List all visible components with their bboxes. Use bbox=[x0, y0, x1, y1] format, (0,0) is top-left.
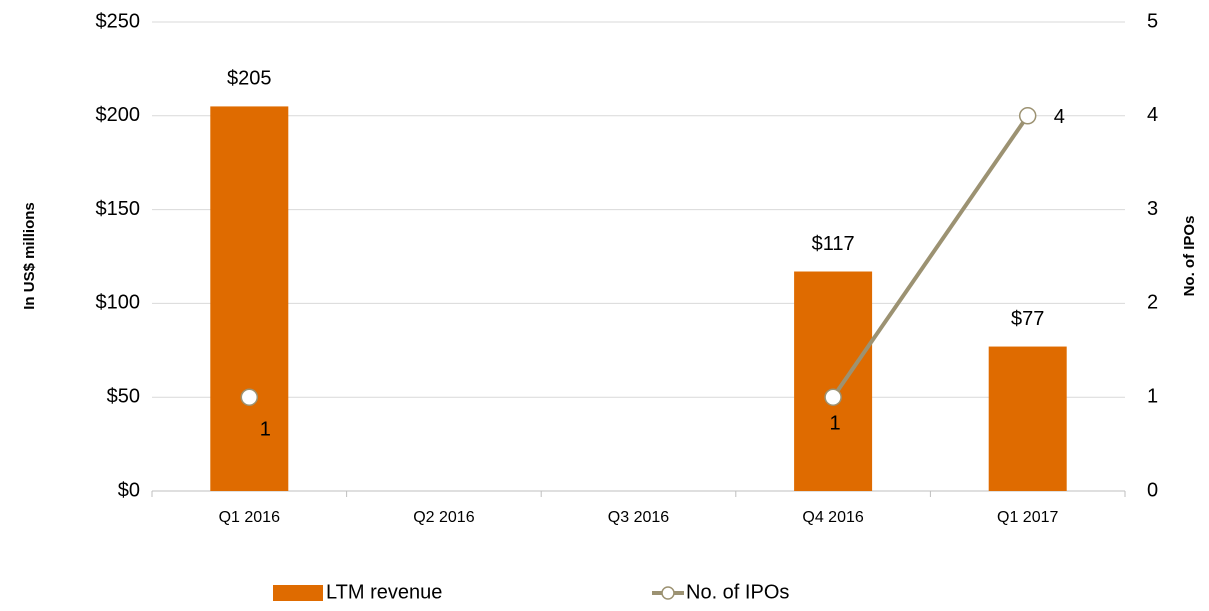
line-marker bbox=[1018, 107, 1037, 125]
line-marker bbox=[240, 388, 259, 406]
y2-tick-label: 4 bbox=[1147, 104, 1158, 126]
y-tick-label: $0 bbox=[118, 479, 140, 501]
y2-tick-label: 3 bbox=[1147, 198, 1158, 220]
legend-label: No. of IPOs bbox=[686, 581, 789, 603]
legend-swatch bbox=[273, 585, 323, 601]
bar-value-label: $77 bbox=[1011, 308, 1044, 330]
x-tick-label: Q3 2016 bbox=[608, 509, 669, 526]
x-tick-label: Q1 2017 bbox=[997, 509, 1058, 526]
legend-swatch-marker bbox=[661, 586, 675, 600]
y2-tick-label: 0 bbox=[1147, 479, 1158, 501]
y-tick-label: $100 bbox=[96, 292, 141, 314]
y2-tick-label: 5 bbox=[1147, 10, 1158, 32]
y-tick-label: $50 bbox=[107, 385, 140, 407]
y-tick-label: $200 bbox=[96, 104, 141, 126]
bar bbox=[210, 106, 289, 492]
x-tick-label: Q1 2016 bbox=[219, 509, 280, 526]
y-axis-title: In US$ millions bbox=[21, 202, 38, 310]
y-tick-label: $150 bbox=[96, 198, 141, 220]
y-tick-label: $250 bbox=[96, 10, 141, 32]
line-value-label: 1 bbox=[830, 412, 841, 434]
line-value-label: 4 bbox=[1054, 106, 1065, 128]
y2-axis-title: No. of IPOs bbox=[1181, 216, 1198, 297]
bar-value-label: $117 bbox=[812, 233, 855, 255]
y2-tick-label: 2 bbox=[1147, 292, 1158, 314]
line bbox=[831, 114, 1030, 399]
x-tick-label: Q4 2016 bbox=[802, 509, 863, 526]
x-tick-label: Q2 2016 bbox=[413, 509, 474, 526]
line-value-label: 1 bbox=[260, 418, 271, 440]
line-marker bbox=[824, 388, 842, 406]
y2-tick-label: 1 bbox=[1147, 385, 1158, 407]
bar bbox=[794, 271, 873, 491]
bar-value-label: $205 bbox=[227, 68, 272, 90]
bar bbox=[988, 346, 1067, 491]
legend-label: LTM revenue bbox=[326, 581, 442, 603]
